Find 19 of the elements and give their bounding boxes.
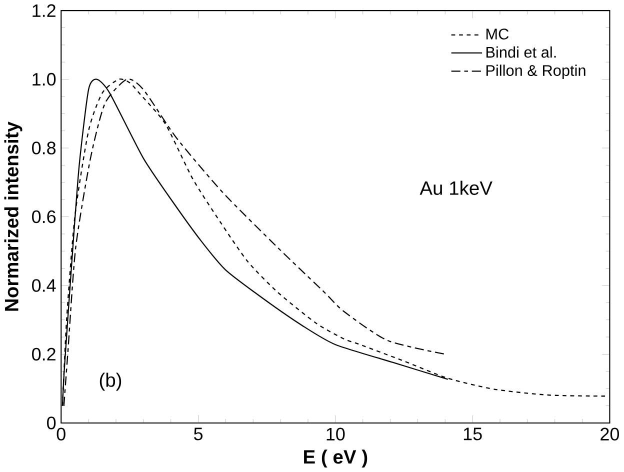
x-tick-label: 10 <box>326 428 345 441</box>
x-axis-title: E ( eV ) <box>304 450 368 468</box>
x-tick-label: 15 <box>464 428 482 440</box>
y-tick-label: 0.2 <box>32 348 56 361</box>
y-tick-label: 0.6 <box>32 210 56 224</box>
legend-label: Bindi et al. <box>486 46 556 58</box>
x-tick-label: 5 <box>194 428 203 440</box>
y-tick-label: 0 <box>47 416 56 430</box>
y-tick-label: 0.4 <box>32 279 56 292</box>
x-tick-label: 0 <box>56 428 66 441</box>
legend-label: MC <box>486 28 509 40</box>
y-tick-label: 0.8 <box>32 142 56 154</box>
y-axis-title: Normarized intensity <box>4 122 22 311</box>
y-tick-label: 1.0 <box>32 73 56 86</box>
legend-label: Pillon & Roptin <box>486 64 586 80</box>
x-tick-label: 20 <box>600 428 620 441</box>
annotation: (b) <box>100 372 122 391</box>
y-tick-label: 1.2 <box>32 4 56 17</box>
annotation: Au 1keV <box>420 180 492 196</box>
